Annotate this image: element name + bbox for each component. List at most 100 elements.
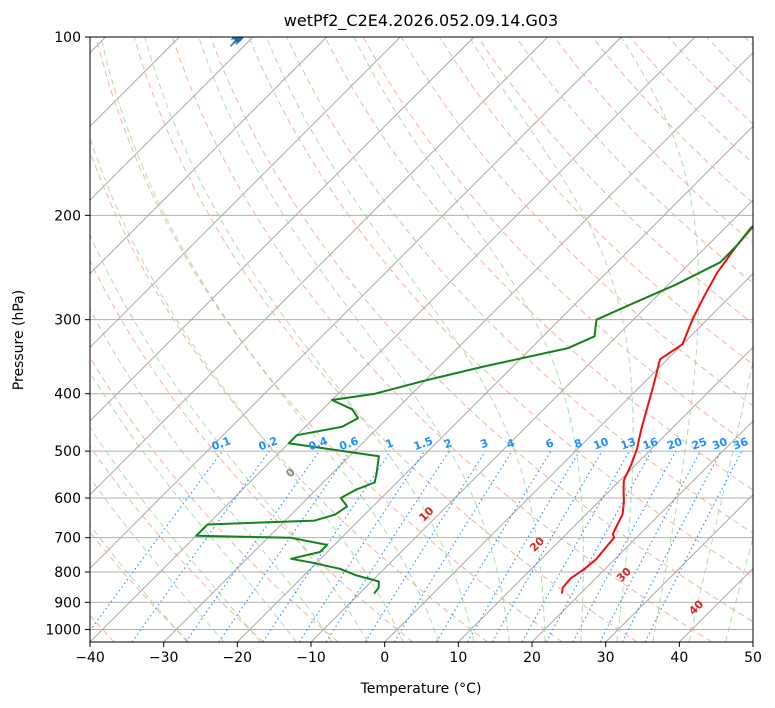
isotherm-line: [90, 37, 327, 275]
mixing-ratio-label: 4: [505, 436, 517, 451]
mixing-ratio-label: 8: [572, 436, 584, 451]
dry-adiabat-line: [515, 37, 753, 284]
dewpoint-line: [195, 224, 753, 595]
mixing-ratio-line: [218, 450, 351, 642]
dry-adiabat-line: [324, 37, 753, 491]
y-axis-label: Pressure (hPa): [11, 290, 27, 390]
x-tick-label: 30: [597, 650, 615, 666]
dry-adiabat-line: [90, 531, 190, 642]
y-tick-label: 800: [54, 565, 81, 581]
plot-frame: [89, 36, 754, 643]
isotherm-line: [90, 37, 254, 201]
x-tick-label: −30: [149, 650, 179, 666]
mixing-ratio-label: 36: [731, 435, 750, 453]
dry-adiabat-label: -30: [228, 25, 251, 48]
moist-adiabat-line: [90, 136, 404, 642]
mixing-ratio-label: 30: [710, 435, 729, 453]
dry-adiabat-label: -10: [228, 25, 251, 48]
y-tick-label: 700: [54, 531, 81, 547]
y-tick-label: 200: [54, 208, 81, 224]
moist-adiabat-line: [198, 37, 510, 642]
mixing-ratio-label: 1.5: [412, 434, 435, 453]
dry-adiabat-label: -50: [228, 25, 251, 48]
moist-adiabat-line: [90, 477, 225, 642]
dry-adiabat-label: -60: [228, 25, 251, 48]
dry-adiabat-label: -20: [228, 25, 251, 48]
y-tick-label: 300: [54, 313, 81, 329]
x-tick-label: 20: [523, 650, 541, 666]
dry-adiabat-line: [706, 37, 753, 86]
moist-adiabat-line: [90, 426, 261, 642]
isotherm-line: [90, 37, 696, 642]
y-tick-label: 100: [54, 30, 81, 46]
moist-adiabat-line: [725, 536, 753, 642]
dry-adiabat-label: -70: [228, 25, 251, 48]
moist-adiabat-line: [90, 233, 369, 642]
isotherm-line: [90, 37, 548, 496]
moist-adiabat-line: [265, 37, 546, 642]
dry-adiabat-line: [210, 37, 753, 623]
chart-title: wetPf2_C2E4.2026.052.09.14.G03: [284, 11, 558, 31]
dry-adiabat-line: [90, 356, 339, 642]
mixing-ratio-label: 6: [544, 436, 556, 451]
x-tick-label: 0: [380, 650, 389, 666]
mixing-ratio-label: 10: [592, 435, 611, 453]
mixing-ratio-line: [185, 450, 320, 642]
mixing-ratio-label: 1: [384, 436, 396, 451]
isotherm-line: [90, 37, 401, 348]
mixing-ratio-line: [325, 450, 450, 642]
isotherm-line: [531, 420, 753, 642]
x-axis-label: Temperature (°C): [360, 681, 482, 697]
moist-adiabat-line: [100, 37, 439, 642]
mixing-ratio-label: 0.6: [338, 434, 361, 453]
mixing-ratio-line: [545, 450, 653, 642]
isotherm-line: [90, 37, 475, 422]
mixing-ratio-line: [364, 450, 486, 642]
mixing-ratio-label: 2: [442, 436, 454, 451]
mixing-ratio-label: 0.4: [307, 434, 330, 453]
moist-adiabat-line: [90, 371, 297, 642]
temperature-line: [561, 224, 753, 594]
dry-adiabat-line: [286, 37, 753, 534]
mixing-ratio-label: 0.1: [210, 434, 233, 453]
mixing-ratio-label: 3: [478, 436, 490, 451]
dry-adiabat-line: [90, 259, 414, 642]
x-tick-label: −40: [75, 650, 105, 666]
moist-adiabat-line: [762, 37, 775, 642]
y-tick-label: 500: [54, 444, 81, 460]
dry-adiabat-line: [438, 37, 753, 366]
moist-adiabat-label: 0: [283, 465, 298, 480]
moist-adiabat-line: [90, 308, 333, 642]
isotherm-line: [605, 494, 753, 642]
moist-adiabat-label: 40: [686, 597, 706, 617]
mixing-ratio-line: [599, 450, 701, 642]
mixing-ratio-label: 13: [619, 435, 638, 452]
mixing-ratio-line: [298, 450, 425, 642]
mixing-ratio-line: [435, 450, 552, 642]
moist-adiabat-line: [688, 358, 753, 642]
dry-adiabat-line: [95, 37, 563, 642]
mixing-ratio-line: [393, 450, 513, 642]
mixing-ratio-line: [262, 450, 392, 642]
x-tick-label: 10: [449, 650, 467, 666]
dry-adiabat-line: [133, 37, 638, 642]
moist-adiabat-line: [144, 37, 475, 642]
y-tick-label: 600: [54, 491, 81, 507]
isotherm-line: [90, 37, 622, 569]
x-tick-label: −10: [296, 650, 326, 666]
mixing-ratio-label: 16: [641, 435, 660, 453]
isotherm-line: [384, 273, 753, 642]
moist-adiabat-line: [353, 37, 584, 642]
isotherm-line: [458, 346, 753, 642]
dry-adiabat-label: -80: [228, 25, 251, 48]
sounding-series: [195, 224, 753, 595]
mixing-ratio-line: [572, 450, 677, 642]
y-tick-label: 400: [54, 387, 81, 403]
mixing-ratio-label: 0.2: [257, 434, 280, 453]
mixing-ratio-label: 25: [690, 435, 709, 452]
x-tick-label: 50: [744, 650, 762, 666]
moist-adiabat-line: [468, 37, 634, 642]
moist-adiabat-line: [90, 524, 188, 642]
isotherm-line: [752, 641, 753, 642]
